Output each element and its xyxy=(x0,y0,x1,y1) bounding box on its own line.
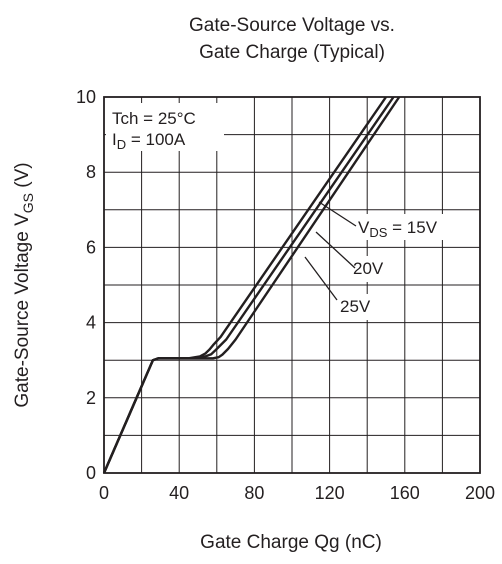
series-layer xyxy=(102,96,401,474)
x-axis-label: Gate Charge Qg (nC) xyxy=(200,532,382,553)
y-axis-label-unit: (V) xyxy=(12,162,33,193)
x-tick-label: 120 xyxy=(315,483,345,503)
plot-frame xyxy=(103,96,481,474)
y-tick-label: 6 xyxy=(86,237,96,257)
condition-temperature: Tch = 25°C xyxy=(112,109,196,128)
condition-current-main: I xyxy=(112,130,117,149)
y-axis-label-main: Gate-Source Voltage V xyxy=(12,213,33,408)
x-tick-label: 40 xyxy=(169,483,189,503)
condition-box-bg xyxy=(106,103,224,151)
label-20v: 20V xyxy=(353,259,384,278)
grid-layer xyxy=(104,97,480,473)
y-tick-label: 2 xyxy=(86,388,96,408)
condition-current: ID = 100A xyxy=(112,130,186,152)
label-20v-bg xyxy=(350,256,394,282)
y-tick-label: 0 xyxy=(86,463,96,483)
y-tick-label: 4 xyxy=(86,313,96,333)
chart-subtitle: Gate Charge (Typical) xyxy=(199,42,385,63)
y-axis-label-sub: GS xyxy=(20,193,36,213)
x-tick-label: 0 xyxy=(99,483,109,503)
chart-title: Gate-Source Voltage vs. xyxy=(189,15,395,36)
y-tick-label: 10 xyxy=(76,87,96,107)
leader-25v xyxy=(304,256,338,301)
label-15v-sub: DS xyxy=(369,225,387,240)
label-15v-main: V xyxy=(358,218,370,237)
x-tick-label: 160 xyxy=(390,483,420,503)
condition-current-rest: = 100A xyxy=(126,130,186,149)
label-15v-bg xyxy=(354,214,464,240)
leader-20v xyxy=(315,231,356,269)
label-15v: VDS = 15V xyxy=(358,218,438,240)
condition-current-sub: D xyxy=(117,137,126,152)
label-25v-bg xyxy=(337,294,381,320)
label-15v-rest: = 15V xyxy=(387,218,437,237)
y-axis-label: Gate-Source Voltage VGS (V) xyxy=(12,162,36,407)
leader-15v xyxy=(318,201,357,227)
y-tick-label: 8 xyxy=(86,162,96,182)
x-tick-label: 80 xyxy=(244,483,264,503)
x-tick-label: 200 xyxy=(465,483,495,503)
tick-layer: 0 40 80 120 160 200 0 2 4 6 8 10 xyxy=(76,87,495,503)
label-25v: 25V xyxy=(340,297,371,316)
series-line-25v xyxy=(102,96,401,474)
